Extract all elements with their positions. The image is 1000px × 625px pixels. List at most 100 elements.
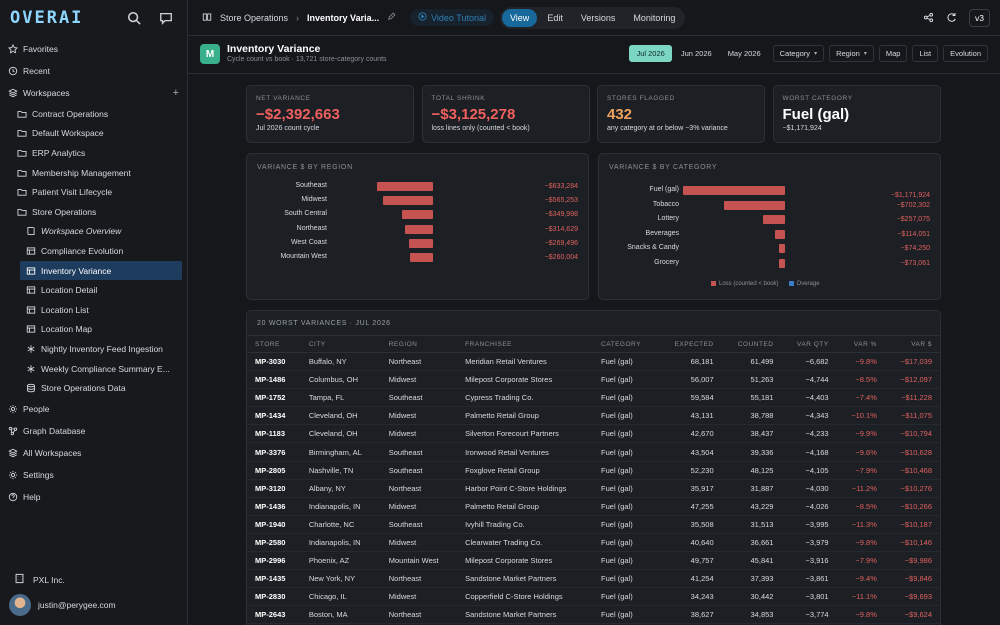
sidebar-item[interactable]: Settings xyxy=(0,464,187,486)
breadcrumb-parent[interactable]: Store Operations xyxy=(220,12,289,23)
table-row[interactable]: MP-1436 Indianapolis, IN Midwest Palmetto R… xyxy=(247,497,940,516)
table-body: MP-3030 Buffalo, NY Northeast Meridian Reta… xyxy=(247,352,940,625)
column-header[interactable]: CATEGORY xyxy=(593,335,658,353)
table-row[interactable]: MP-3120 Albany, NY Northeast Harbor Point C… xyxy=(247,479,940,498)
table-row[interactable]: MP-2805 Nashville, TN Southeast Foxglove Re… xyxy=(247,461,940,480)
view-button[interactable]: Evolution xyxy=(943,45,988,62)
mode-tab[interactable]: Edit xyxy=(547,12,563,23)
sidebar-item[interactable]: Location Detail xyxy=(0,280,187,300)
sidebar-item[interactable]: Workspace Overview xyxy=(0,222,187,242)
bar[interactable] xyxy=(409,238,433,248)
sidebar-item[interactable]: Compliance Evolution xyxy=(0,241,187,261)
org-switcher[interactable]: PXL Inc. xyxy=(14,573,65,586)
column-header[interactable]: COUNTED xyxy=(721,335,782,353)
sidebar-item[interactable]: Contract Operations xyxy=(0,104,187,124)
bar[interactable] xyxy=(410,253,433,262)
table-row[interactable]: MP-1434 Cleveland, OH Midwest Palmetto Reta… xyxy=(247,406,940,426)
sidebar-item[interactable]: Weekly Compliance Summary E... xyxy=(0,359,187,379)
bar[interactable] xyxy=(778,258,785,268)
version-badge[interactable]: v3 xyxy=(969,9,990,27)
table-row[interactable]: MP-2643 Boston, MA Northeast Sandstone Mark… xyxy=(247,605,940,625)
bar-category-label: West Coast xyxy=(290,238,327,246)
sidebar-item[interactable]: Location List xyxy=(0,300,187,320)
app-logo[interactable]: OVERAI xyxy=(10,8,84,28)
table-cell: 43,504 xyxy=(657,442,722,462)
period-option[interactable]: Jun 2026 xyxy=(680,49,712,58)
sidebar-item[interactable]: ERP Analytics xyxy=(0,143,187,163)
bar[interactable] xyxy=(383,196,433,206)
table-icon xyxy=(26,247,36,255)
refresh-icon[interactable] xyxy=(946,12,957,25)
sidebar-item[interactable]: People xyxy=(0,398,187,420)
table-row[interactable]: MP-1183 Cleveland, OH Midwest Silverton For… xyxy=(247,424,940,444)
search-icon[interactable] xyxy=(123,7,145,29)
column-header[interactable]: STORE xyxy=(247,335,301,353)
table-row[interactable]: MP-1486 Columbus, OH Midwest Milepost Corpo… xyxy=(247,370,940,390)
table-cell: Sandstone Market Partners xyxy=(457,605,594,625)
period-option[interactable]: May 2026 xyxy=(727,49,761,58)
sidebar-item[interactable]: Nightly Inventory Feed Ingestion xyxy=(0,339,187,359)
bar[interactable] xyxy=(723,200,785,210)
sidebar-item[interactable]: Favorites xyxy=(0,38,187,60)
video-tutorial-button[interactable]: Video Tutorial xyxy=(410,9,494,26)
sidebar-item[interactable]: All Workspaces xyxy=(0,442,187,464)
sidebar-item[interactable]: Workspaces + xyxy=(0,82,187,104)
category-legend: Loss (counted < book) Overage xyxy=(711,281,820,287)
mode-tab[interactable]: View xyxy=(501,8,538,27)
table-row[interactable]: MP-2830 Chicago, IL Midwest Copperfield C-S… xyxy=(247,587,940,607)
bar[interactable] xyxy=(775,229,785,239)
table-cell: Cypress Trading Co. xyxy=(457,388,594,408)
table-row[interactable]: MP-1752 Tampa, FL Southeast Cypress Trading… xyxy=(247,388,940,408)
table-row[interactable]: MP-2580 Indianapolis, IN Midwest Clearwater… xyxy=(247,533,940,553)
table-row[interactable]: MP-3376 Birmingham, AL Southeast Ironwood R… xyxy=(247,442,940,462)
view-button[interactable]: List xyxy=(912,45,939,62)
sidebar-item[interactable]: Patient Visit Lifecycle xyxy=(0,182,187,202)
table-cell: −9.8% xyxy=(836,352,885,372)
column-header[interactable]: CITY xyxy=(300,335,381,353)
sidebar-item[interactable]: Store Operations xyxy=(0,202,187,222)
bar[interactable] xyxy=(762,215,785,224)
table-cell: Copperfield C-Store Holdings xyxy=(457,587,594,607)
sidebar-item[interactable]: Membership Management xyxy=(0,163,187,183)
table-cell: −4,403 xyxy=(781,388,837,408)
filter-dropdown[interactable]: Region ▾ xyxy=(829,45,874,62)
column-header[interactable]: FRANCHISEE xyxy=(457,335,594,353)
table-row[interactable]: MP-2996 Phoenix, AZ Mountain West Milepost … xyxy=(247,551,940,571)
mode-tab[interactable]: Versions xyxy=(580,12,616,23)
sidebar-item[interactable]: Graph Database xyxy=(0,420,187,442)
sidebar-item[interactable]: Location Map xyxy=(0,320,187,340)
breadcrumb-current[interactable]: Inventory Varia... xyxy=(307,12,380,23)
table-cell: Fuel (gal) xyxy=(593,442,658,462)
chat-icon[interactable] xyxy=(155,7,177,29)
bar-category-label: Mountain West xyxy=(280,253,327,260)
sidebar-item[interactable]: Help xyxy=(0,486,187,508)
column-header[interactable]: VAR % xyxy=(836,335,885,353)
bar[interactable] xyxy=(402,210,433,220)
user-menu[interactable]: justin@perygee.com xyxy=(9,594,116,616)
bar[interactable] xyxy=(778,244,785,253)
table-cell: 38,627 xyxy=(657,605,722,625)
column-header[interactable]: REGION xyxy=(380,335,458,353)
column-header[interactable]: VAR QTY xyxy=(781,335,837,353)
sidebar-item[interactable]: Recent xyxy=(0,60,187,82)
table-row[interactable]: MP-1435 New York, NY Northeast Sandstone Ma… xyxy=(247,569,940,589)
bar[interactable] xyxy=(405,224,433,234)
filter-dropdown[interactable]: Category ▾ xyxy=(772,45,825,62)
table-row[interactable]: MP-1940 Charlotte, NC Southeast Ivyhill Tra… xyxy=(247,515,940,534)
view-button[interactable]: Map xyxy=(878,45,908,62)
sidebar-item[interactable]: Inventory Variance xyxy=(20,260,182,281)
period-option[interactable]: Jul 2026 xyxy=(629,45,672,62)
table-cell: New York, NY xyxy=(300,569,381,589)
bar[interactable] xyxy=(683,186,785,195)
column-header[interactable]: EXPECTED xyxy=(657,335,722,353)
sidebar-item[interactable]: Default Workspace xyxy=(0,124,187,144)
table-row[interactable]: MP-3030 Buffalo, NY Northeast Meridian Reta… xyxy=(247,352,940,372)
column-header[interactable]: VAR $ xyxy=(884,335,940,353)
mode-tab[interactable]: Monitoring xyxy=(633,12,676,23)
table-cell: −9.9% xyxy=(836,424,885,444)
share-icon[interactable] xyxy=(923,12,934,25)
bar[interactable] xyxy=(377,182,433,191)
add-workspace-icon[interactable]: + xyxy=(172,87,179,99)
sidebar-item[interactable]: Store Operations Data xyxy=(0,378,187,398)
pencil-icon[interactable] xyxy=(387,12,396,23)
